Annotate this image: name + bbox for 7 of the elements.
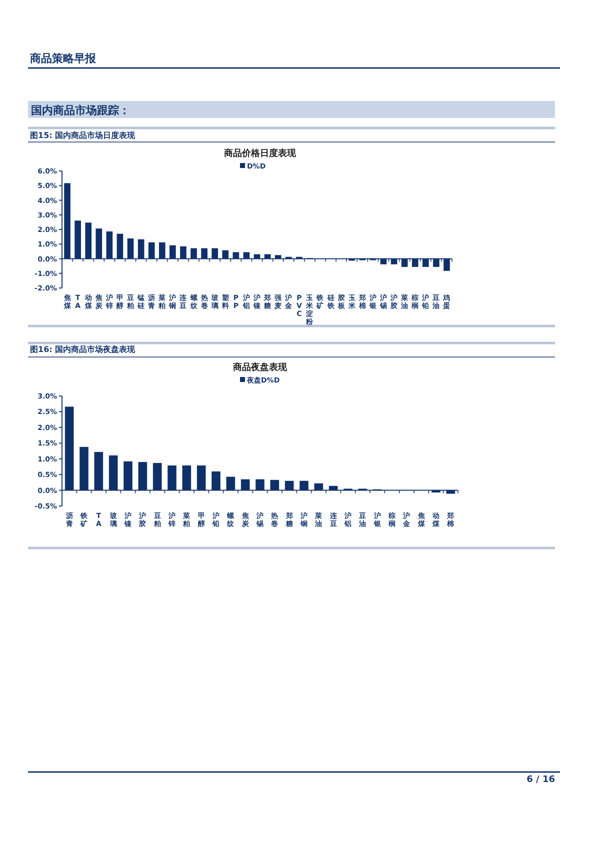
caption: 图15: 国内商品市场日度表现: [30, 130, 136, 140]
text: 国内商品市场跟踪：: [31, 104, 130, 117]
chart-title: 商品夜盘表现: [232, 362, 288, 373]
text: 6 / 16: [526, 775, 555, 785]
caption: 图16: 国内商品市场夜盘表现: [30, 344, 136, 354]
chart-title: 商品价格日度表现: [223, 148, 297, 159]
text: 商品策略早报: [29, 52, 97, 65]
